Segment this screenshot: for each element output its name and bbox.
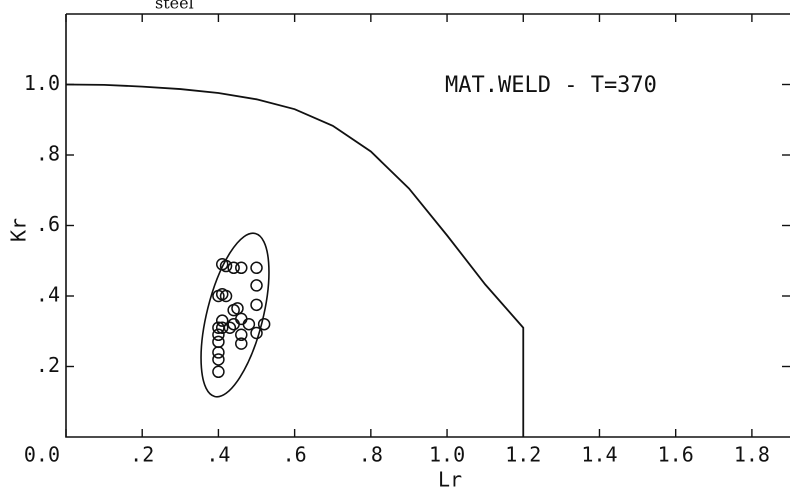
data-point [223, 321, 237, 334]
data-point [219, 289, 233, 303]
annotation: steel [155, 0, 194, 13]
x-tick-label: 0.0 [24, 443, 60, 467]
data-point [250, 279, 263, 292]
y-tick-label: .2 [36, 353, 60, 377]
data-point [250, 298, 263, 312]
data-point [212, 353, 225, 366]
data-point [257, 317, 271, 331]
data-point [235, 337, 248, 350]
y-tick-label: .4 [36, 283, 60, 307]
y-axis-label: Kr [7, 218, 31, 242]
confidence-ellipse [200, 232, 270, 398]
y-tick-label: 1.0 [24, 71, 60, 95]
data-point [219, 259, 233, 273]
x-tick-label: 1.2 [505, 443, 541, 467]
data-point [242, 317, 256, 331]
data-point [227, 317, 240, 331]
data-point [212, 328, 225, 342]
data-point [215, 321, 229, 334]
x-tick-label: 1.8 [734, 443, 770, 467]
data-point [215, 314, 229, 327]
data-point [235, 328, 248, 342]
data-point [231, 302, 244, 315]
axes-frame [65, 13, 790, 438]
x-tick-label: .4 [206, 443, 230, 467]
x-tick-label: .8 [359, 443, 383, 467]
x-tick-label: 1.0 [429, 443, 465, 467]
data-point [250, 326, 263, 340]
data-point [235, 261, 248, 275]
x-tick-label: 1.6 [658, 443, 694, 467]
data-point [212, 335, 225, 349]
x-axis-label: Lr [438, 468, 462, 492]
data-point [212, 346, 225, 359]
data-point [212, 365, 225, 379]
x-tick-label: .2 [130, 443, 154, 467]
y-tick-label: .8 [36, 142, 60, 166]
data-point [235, 312, 248, 326]
y-tick-label: .6 [36, 212, 60, 236]
data-point [250, 261, 263, 275]
annotation: MAT.WELD - T=370 [445, 73, 657, 98]
x-tick-label: .6 [283, 443, 307, 467]
data-point [227, 261, 240, 275]
assessment-curve [65, 83, 525, 437]
x-tick-label: 1.4 [581, 443, 617, 467]
